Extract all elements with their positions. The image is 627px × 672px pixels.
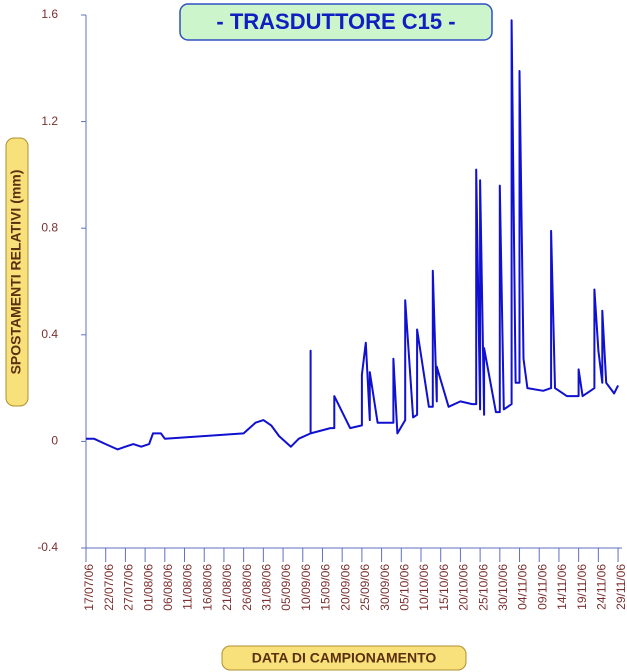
- x-tick-label: 24/11/06: [595, 564, 609, 610]
- y-label-box: [5, 137, 29, 407]
- x-tick-label: 27/07/06: [122, 564, 136, 611]
- x-tick-label: 20/10/06: [457, 564, 471, 611]
- x-tick-label: 26/08/06: [240, 564, 254, 611]
- x-tick-label: 15/10/06: [437, 564, 451, 611]
- chart-title: - TRASDUTTORE C15 -: [216, 9, 455, 34]
- x-tick-label: 14/11/06: [555, 564, 569, 610]
- x-label-box: [221, 645, 467, 671]
- x-tick-label: 22/07/06: [102, 564, 116, 611]
- x-tick-label: 15/09/06: [319, 564, 333, 611]
- x-tick-label: 01/08/06: [141, 564, 155, 611]
- x-tick-label: 09/11/06: [535, 564, 549, 610]
- x-axis-label: DATA DI CAMPIONAMENTO: [252, 650, 437, 666]
- x-tick-label: 10/09/06: [299, 564, 313, 611]
- y-axis-label: SPOSTAMENTI RELATIVI (mm): [8, 170, 24, 375]
- x-tick-label: 30/10/06: [496, 564, 510, 611]
- y-tick-label: 0.4: [41, 327, 58, 341]
- y-tick-label: -0.4: [37, 540, 58, 554]
- x-tick-label: 05/10/06: [397, 564, 411, 611]
- plot: -0.4 0 0.4 0.8 1.2 1.6 17/07/06 22/07/06 27/07/0…: [37, 7, 627, 611]
- y-tick-label: 1.2: [41, 114, 58, 128]
- x-tick-label: 29/11/06: [614, 564, 627, 610]
- x-tick-label: 25/10/06: [476, 564, 490, 611]
- x-tick-label: 16/08/06: [200, 564, 214, 611]
- x-tick-label: 30/09/06: [378, 564, 392, 611]
- x-tick-label: 10/10/06: [417, 564, 431, 611]
- title-box: [179, 3, 493, 41]
- data-line: [86, 19, 619, 451]
- x-tick-label: 04/11/06: [516, 564, 530, 610]
- x-tick-label: 05/09/06: [279, 564, 293, 611]
- x-tick-label: 31/08/06: [260, 564, 274, 611]
- y-tick-label: 0.8: [41, 220, 58, 234]
- x-tick-label: 19/11/06: [575, 564, 589, 610]
- x-tick-label: 06/08/06: [161, 564, 175, 611]
- x-tick-label: 17/07/06: [82, 564, 96, 611]
- y-tick-label: 1.6: [41, 7, 58, 21]
- x-tick-label: 11/08/06: [181, 564, 195, 610]
- x-tick-label: 20/09/06: [338, 564, 352, 611]
- y-tick-label: 0: [51, 434, 58, 448]
- x-tick-label: 21/08/06: [220, 564, 234, 611]
- x-tick-label: 25/09/06: [358, 564, 372, 611]
